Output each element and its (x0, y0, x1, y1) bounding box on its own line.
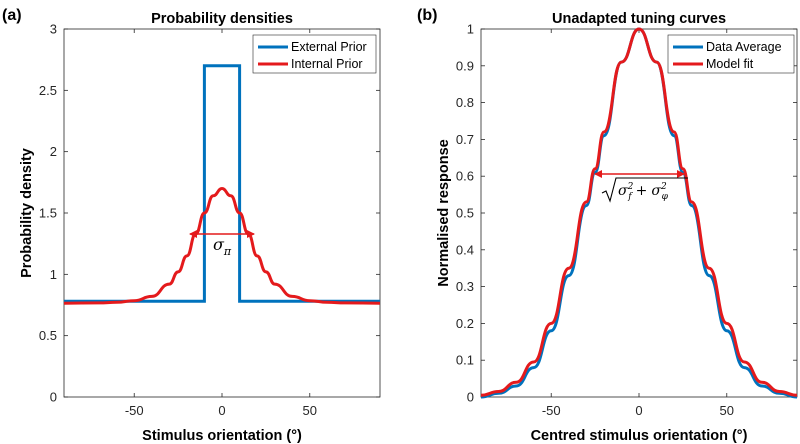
panel-b-ytick-label: 0.8 (456, 95, 474, 110)
panel-a-ytick-label: 1 (50, 267, 57, 282)
panel-b-ytick-label: 0.2 (456, 316, 474, 331)
legend-data-average-label: Data Average (706, 40, 782, 54)
panel-b-title: Unadapted tuning curves (552, 11, 726, 27)
panel-b-legend-box (667, 34, 795, 74)
panel-a-ytick-label: 0 (50, 390, 57, 405)
series-internal-prior-line (63, 186, 381, 305)
panel-b-ytick-label: 0.1 (456, 353, 474, 368)
sqrt-formula-text: σ2 f + σ2 φ (618, 182, 669, 202)
panel-b-ytick-label: 0.9 (456, 58, 474, 73)
panel-b-xtick-label: -50 (542, 403, 561, 418)
panel-b-ticks: 0 0.1 0.2 0.3 0.4 0.5 0.6 0.7 0.8 0.9 1 -50 0 50 (456, 22, 797, 418)
panel-a-xtick-label: 50 (303, 403, 317, 418)
panel-b-ytick-label: 0.7 (456, 132, 474, 147)
panel-a-legend-box (252, 34, 377, 74)
panel-a-lines (63, 64, 381, 305)
panel-b-xtick-label: 0 (635, 403, 642, 418)
panel-a-xlabel: Stimulus orientation (°) (142, 428, 302, 444)
panel-b-ytick-label: 0.6 (456, 169, 474, 184)
panel-a-ytick-label: 2.5 (39, 83, 57, 98)
legend-external-prior-label: External Prior (291, 40, 367, 54)
panel-a-ylabel: Probability density (19, 148, 35, 278)
series-model-fit-line (480, 27, 798, 397)
panel-b-xlabel: Centred stimulus orientation (°) (531, 428, 748, 444)
panel-b-ytick-label: 0.5 (456, 206, 474, 221)
sqrt-sign (601, 177, 688, 203)
panel-b-xtick-label: 50 (720, 403, 734, 418)
panel-b-lines (480, 27, 798, 399)
legend-internal-prior-label: Internal Prior (291, 57, 363, 71)
panel-a-ytick-label: 2 (50, 144, 57, 159)
panel-a-legend: External Prior Internal Prior (252, 34, 377, 74)
panel-a-axes-box (63, 28, 381, 398)
panel-a-ytick-label: 3 (50, 22, 57, 37)
panel-b-ytick-label: 1 (467, 22, 474, 37)
panel-a-ticks: 0 0.5 1 1.5 2 2.5 3 -50 0 50 (39, 22, 380, 418)
panel-a-xtick-label: -50 (125, 403, 144, 418)
panel-b-sqrt-formula: σ2 f + σ2 φ (601, 177, 688, 203)
panel-a-ytick-label: 0.5 (39, 328, 57, 343)
panel-b-legend: Data Average Model fit (667, 34, 795, 74)
panel-a-ytick-label: 1.5 (39, 206, 57, 221)
panel-label-b: (b) (417, 7, 437, 24)
panel-b-ytick-label: 0 (467, 390, 474, 405)
legend-model-fit-label: Model fit (706, 57, 754, 71)
panel-b-axes-box (480, 28, 798, 398)
panel-label-a: (a) (2, 7, 22, 24)
panel-a-plot: Probability densities Stimulus orientati… (19, 11, 381, 444)
series-external-prior-line (64, 64, 380, 303)
panel-a-xtick-label: 0 (218, 403, 225, 418)
panel-b-ytick-label: 0.3 (456, 279, 474, 294)
panel-b-ylabel: Normalised response (436, 139, 452, 286)
panel-b-ytick-label: 0.4 (456, 242, 474, 257)
panel-a-title: Probability densities (151, 11, 293, 27)
panel-b-plot: Unadapted tuning curves Centred stimulus… (436, 11, 798, 444)
